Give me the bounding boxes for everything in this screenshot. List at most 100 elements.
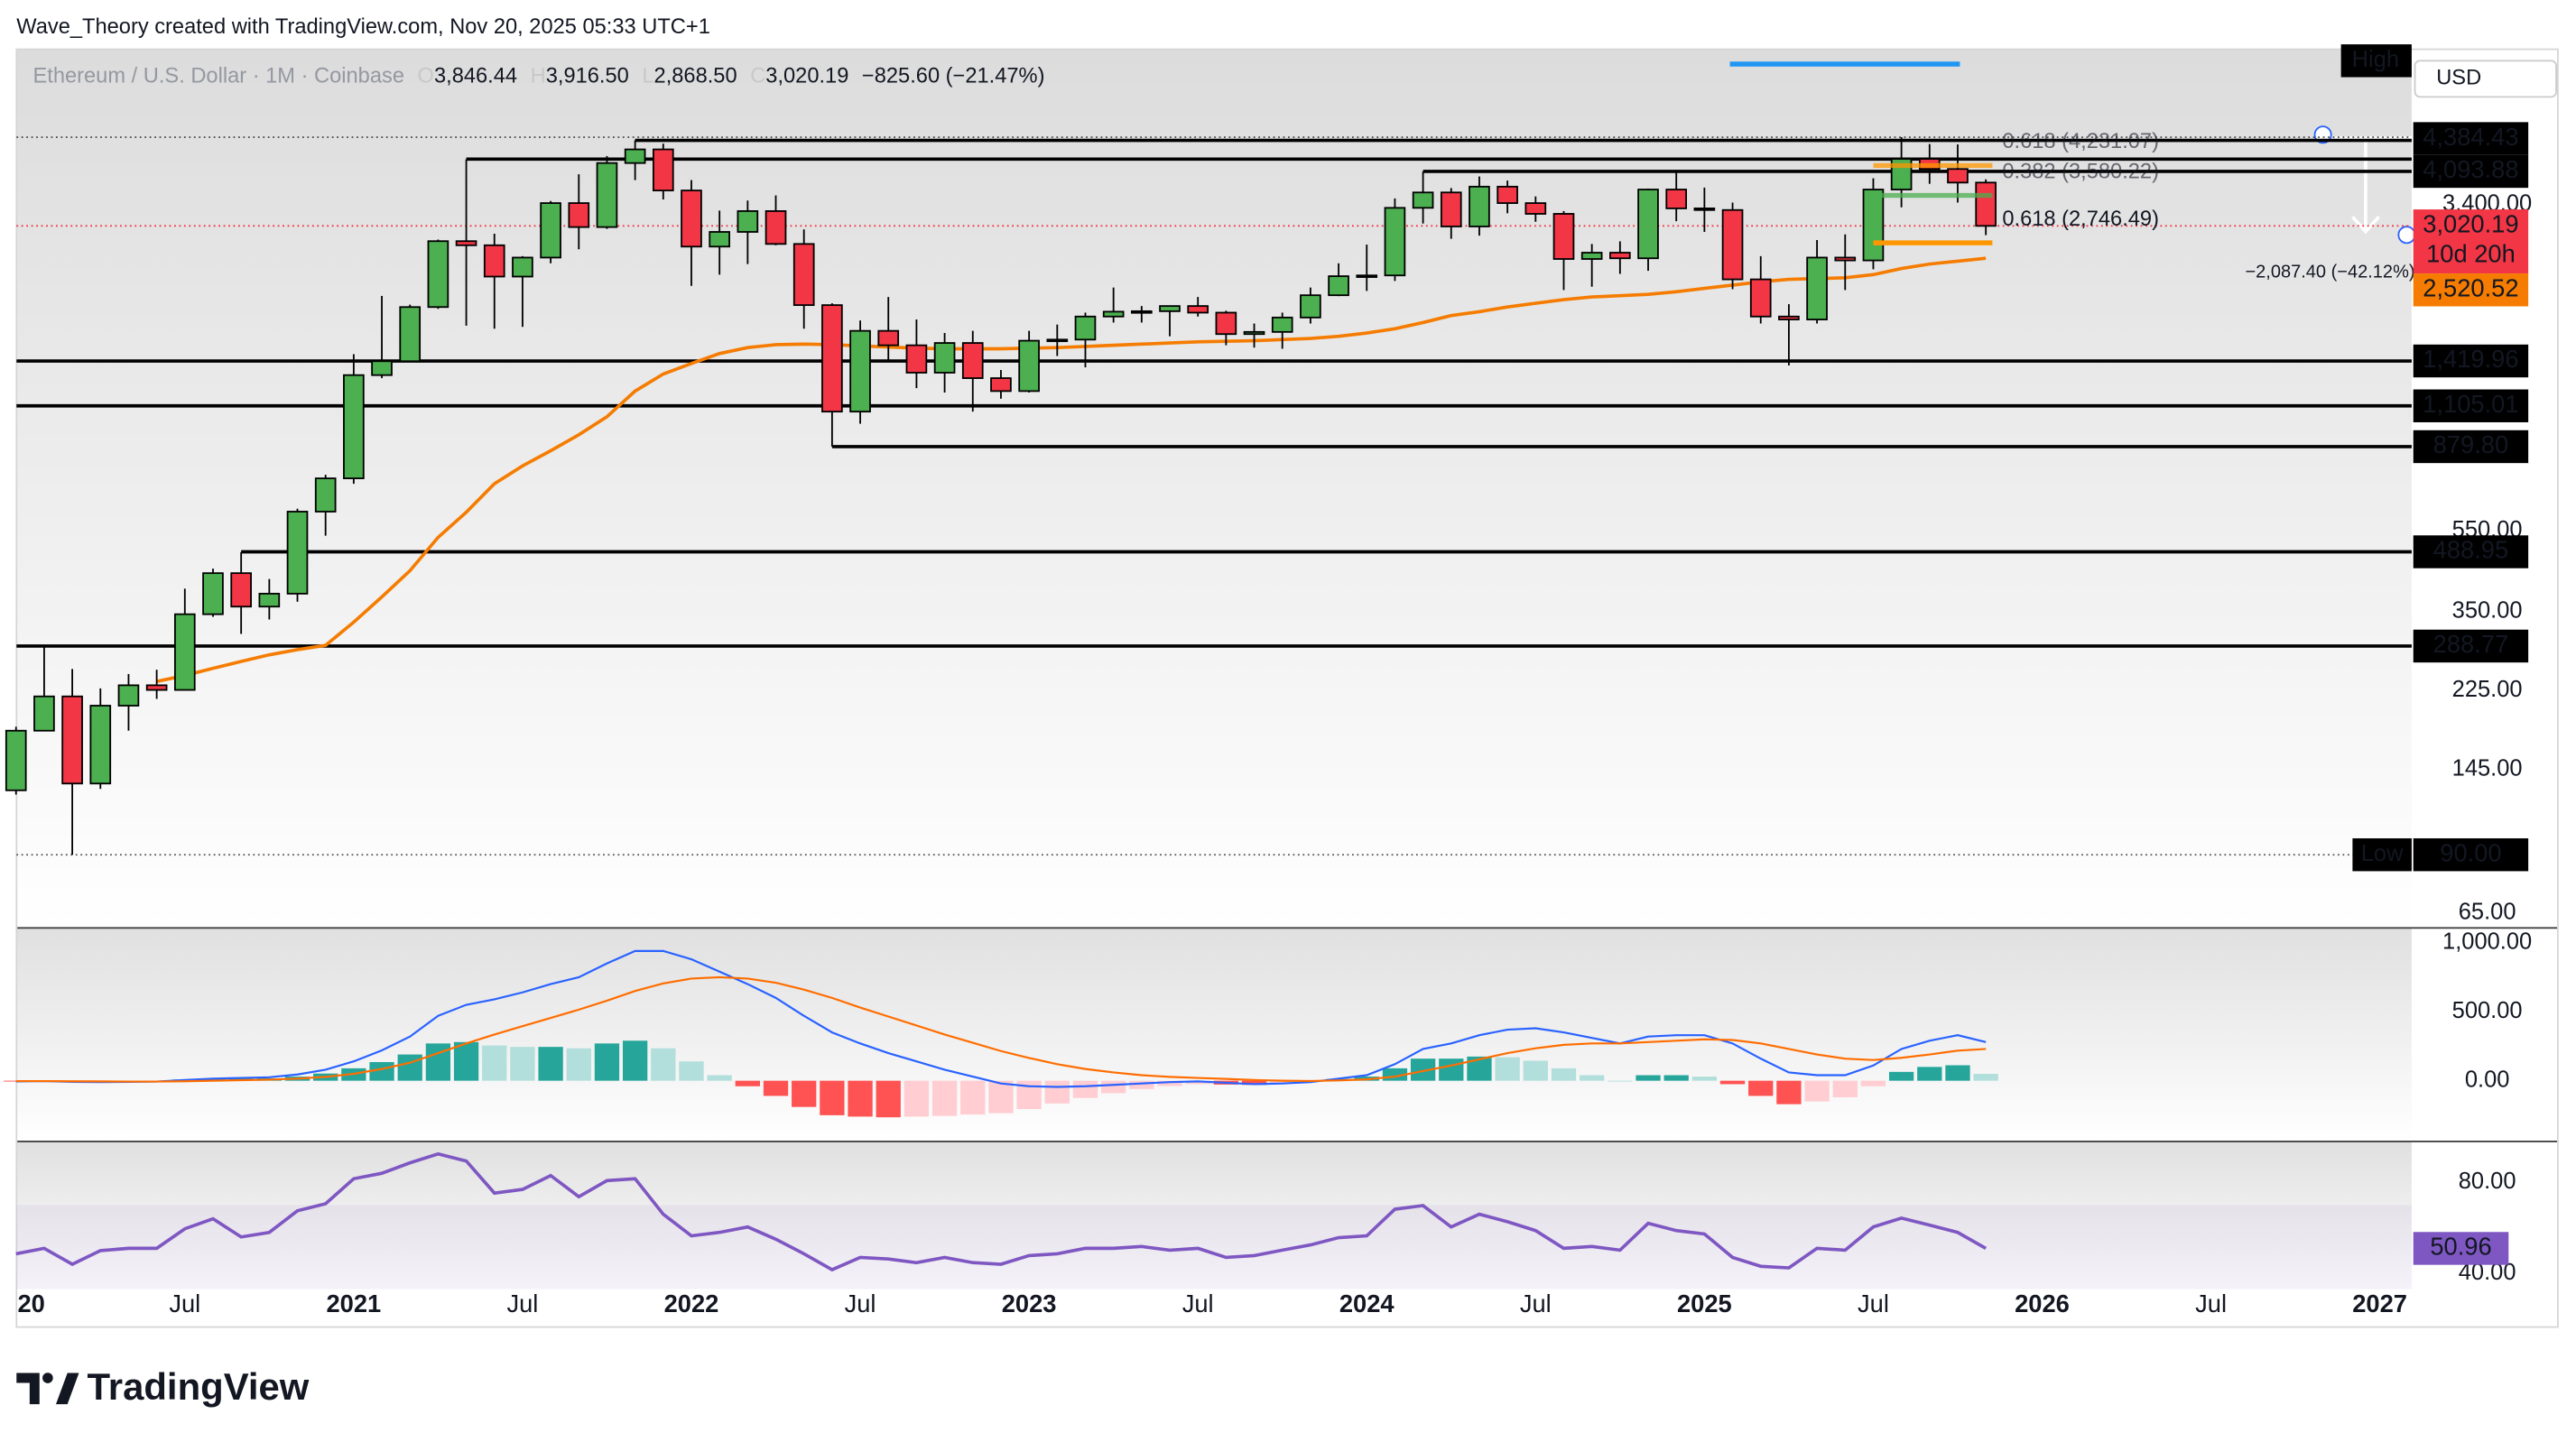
macd-histogram-bar	[1551, 1068, 1577, 1081]
macd-histogram-bar	[1580, 1075, 1605, 1081]
y-tick-label: 350.00	[2452, 598, 2523, 624]
macd-pane	[16, 928, 2412, 1142]
x-tick-label: 2022	[664, 1289, 719, 1317]
x-tick-label: Jul	[169, 1289, 200, 1317]
candle-body	[230, 572, 252, 608]
candle-body	[1778, 315, 1800, 320]
candle-body	[792, 243, 815, 307]
candle-body	[1215, 311, 1237, 336]
candle-body	[1384, 207, 1406, 277]
macd-histogram-bar	[820, 1080, 845, 1115]
candle-body	[427, 240, 449, 309]
candle-body	[1131, 310, 1153, 314]
x-tick-label: Jul	[1858, 1289, 1889, 1317]
footer-logo	[16, 1373, 79, 1405]
candle-body	[258, 592, 281, 608]
candle-body	[1271, 316, 1293, 333]
logo-mark	[55, 1373, 79, 1405]
candle-body	[1496, 185, 1518, 204]
candle-body	[1328, 275, 1349, 297]
candle-body	[89, 705, 112, 785]
candle-body	[764, 210, 787, 245]
rsi-line	[15, 1151, 1988, 1272]
candle-body	[1806, 256, 1828, 320]
axis-price-label: 879.80	[2433, 430, 2509, 458]
candle-body	[455, 240, 477, 246]
moving-average	[156, 256, 1987, 683]
macd-histogram-bar	[1185, 1080, 1210, 1085]
x-tick-label: 2023	[1002, 1289, 1057, 1317]
candle-body	[1721, 208, 1744, 281]
legend: Ethereum / U.S. Dollar · 1M · Coinbase O3…	[32, 65, 1044, 88]
candle-body	[173, 613, 196, 691]
credit: Wave_Theory created with TradingView.com…	[16, 15, 710, 39]
macd-histogram-bar	[735, 1080, 761, 1086]
candle-body	[33, 695, 55, 732]
macd-histogram-bar	[848, 1080, 873, 1117]
x-tick-label: 2026	[2015, 1289, 2070, 1317]
legend-key: O	[418, 65, 434, 88]
macd-histogram-bar	[792, 1080, 817, 1107]
measure-arrow-head	[2351, 216, 2380, 235]
candle-body	[286, 511, 309, 595]
rsi-value-label: 50.96	[2430, 1233, 2491, 1261]
candle-body	[145, 684, 168, 691]
x-tick-label: Jul	[1520, 1289, 1552, 1317]
candle-body	[1834, 256, 1857, 262]
candle-body	[1862, 189, 1885, 262]
x-tick-label: 2021	[327, 1289, 382, 1317]
axis-price-box	[2413, 389, 2529, 422]
candle-body	[1947, 168, 1969, 184]
candle-body	[512, 256, 533, 278]
macd-histogram-bar	[931, 1080, 958, 1116]
candle-body	[737, 210, 759, 233]
macd-histogram-bar	[1044, 1080, 1070, 1104]
candle-body	[399, 306, 422, 363]
fib-label: 0.382 (3,580.22)	[2002, 160, 2159, 183]
candle-body	[1243, 330, 1265, 336]
rsi-band	[16, 1205, 2412, 1289]
legend-key: L	[642, 65, 653, 88]
macd-histogram-bar	[1917, 1067, 1942, 1081]
macd-histogram-bar	[1608, 1080, 1633, 1082]
candle-body	[933, 342, 956, 374]
high-label: High	[2352, 47, 2399, 72]
axis-price-label: 4,384.43	[2423, 123, 2518, 151]
candle-body	[681, 189, 702, 248]
candle-body	[1524, 202, 1547, 215]
candle-body	[849, 329, 871, 413]
macd-histogram-bar	[453, 1041, 479, 1081]
axis-price-label: 488.95	[2433, 536, 2509, 564]
x-tick-label: Jul	[2195, 1289, 2227, 1317]
macd-histogram-bar	[679, 1061, 704, 1081]
candle-body	[540, 202, 561, 259]
macd-histogram-bar	[988, 1080, 1014, 1114]
candle-body	[905, 344, 928, 374]
candle-body	[1187, 305, 1209, 314]
candle-body	[1074, 315, 1097, 341]
legend-key: H	[531, 65, 546, 88]
candle-body	[568, 202, 590, 228]
macd-histogram-bar	[1129, 1080, 1154, 1089]
candle-body	[1300, 294, 1321, 319]
axis-price-box	[2413, 154, 2529, 189]
x-tick-label: Jul	[506, 1289, 538, 1317]
candle-body	[990, 377, 1012, 393]
rsi-tick-label: 80.00	[2459, 1169, 2516, 1194]
axis-price-label: 4,093.88	[2423, 155, 2518, 183]
macd-histogram-bar	[1663, 1075, 1689, 1081]
currency-button[interactable]	[2414, 60, 2557, 98]
macd-histogram-bar	[622, 1040, 648, 1081]
candle-body	[821, 304, 843, 413]
candle-body	[709, 231, 730, 248]
fib-label: 0.618 (2,746.49)	[2002, 208, 2159, 231]
legend-value: 3,020.19	[765, 65, 848, 88]
candle-body	[1609, 252, 1631, 260]
macd-histogram-bar	[1157, 1080, 1182, 1086]
candle-body	[596, 162, 618, 228]
macd-histogram-bar	[1776, 1080, 1802, 1105]
macd-histogram-bar	[1439, 1058, 1464, 1081]
x-tick-label: Jul	[845, 1289, 876, 1317]
macd-line	[15, 975, 1987, 1083]
